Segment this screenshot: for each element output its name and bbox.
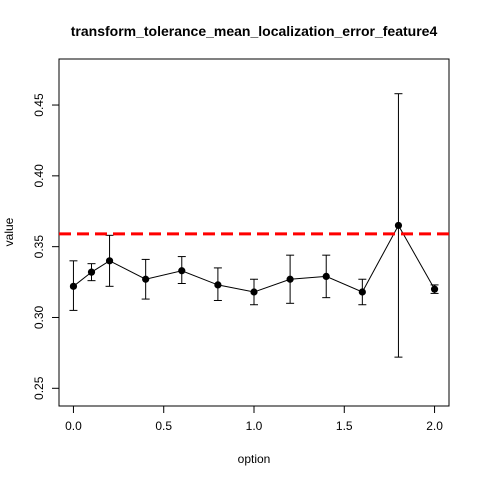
data-point: [105, 257, 114, 265]
y-axis-label: value: [2, 217, 16, 246]
x-axis-label: option: [238, 452, 271, 466]
data-point: [69, 282, 78, 290]
data-point: [430, 285, 439, 293]
y-tick-label: 0.30: [32, 305, 46, 329]
y-tick-label: 0.25: [32, 376, 46, 400]
x-tick-label: 0.0: [65, 419, 82, 433]
data-point: [358, 288, 366, 296]
y-tick-label: 0.45: [32, 93, 46, 117]
plot-marks: [59, 93, 449, 358]
data-point: [214, 281, 222, 289]
x-tick-label: 0.5: [155, 419, 172, 433]
y-tick-label: 0.35: [32, 235, 46, 259]
data-point: [87, 268, 96, 276]
x-tick-label: 2.0: [426, 419, 443, 433]
y-axis: 0.25 0.30 0.35 0.40 0.45: [32, 93, 60, 400]
x-tick-label: 1.0: [246, 419, 263, 433]
data-point: [142, 275, 150, 283]
data-point: [178, 267, 186, 275]
x-axis: 0.0 0.5 1.0 1.5 2.0: [65, 405, 443, 433]
x-tick-label: 1.5: [336, 419, 353, 433]
y-tick-label: 0.40: [32, 164, 46, 188]
data-point: [250, 288, 258, 296]
data-point: [286, 275, 294, 283]
chart-title: transform_tolerance_mean_localization_er…: [71, 23, 438, 39]
data-point: [322, 272, 330, 281]
data-point: [394, 221, 403, 230]
